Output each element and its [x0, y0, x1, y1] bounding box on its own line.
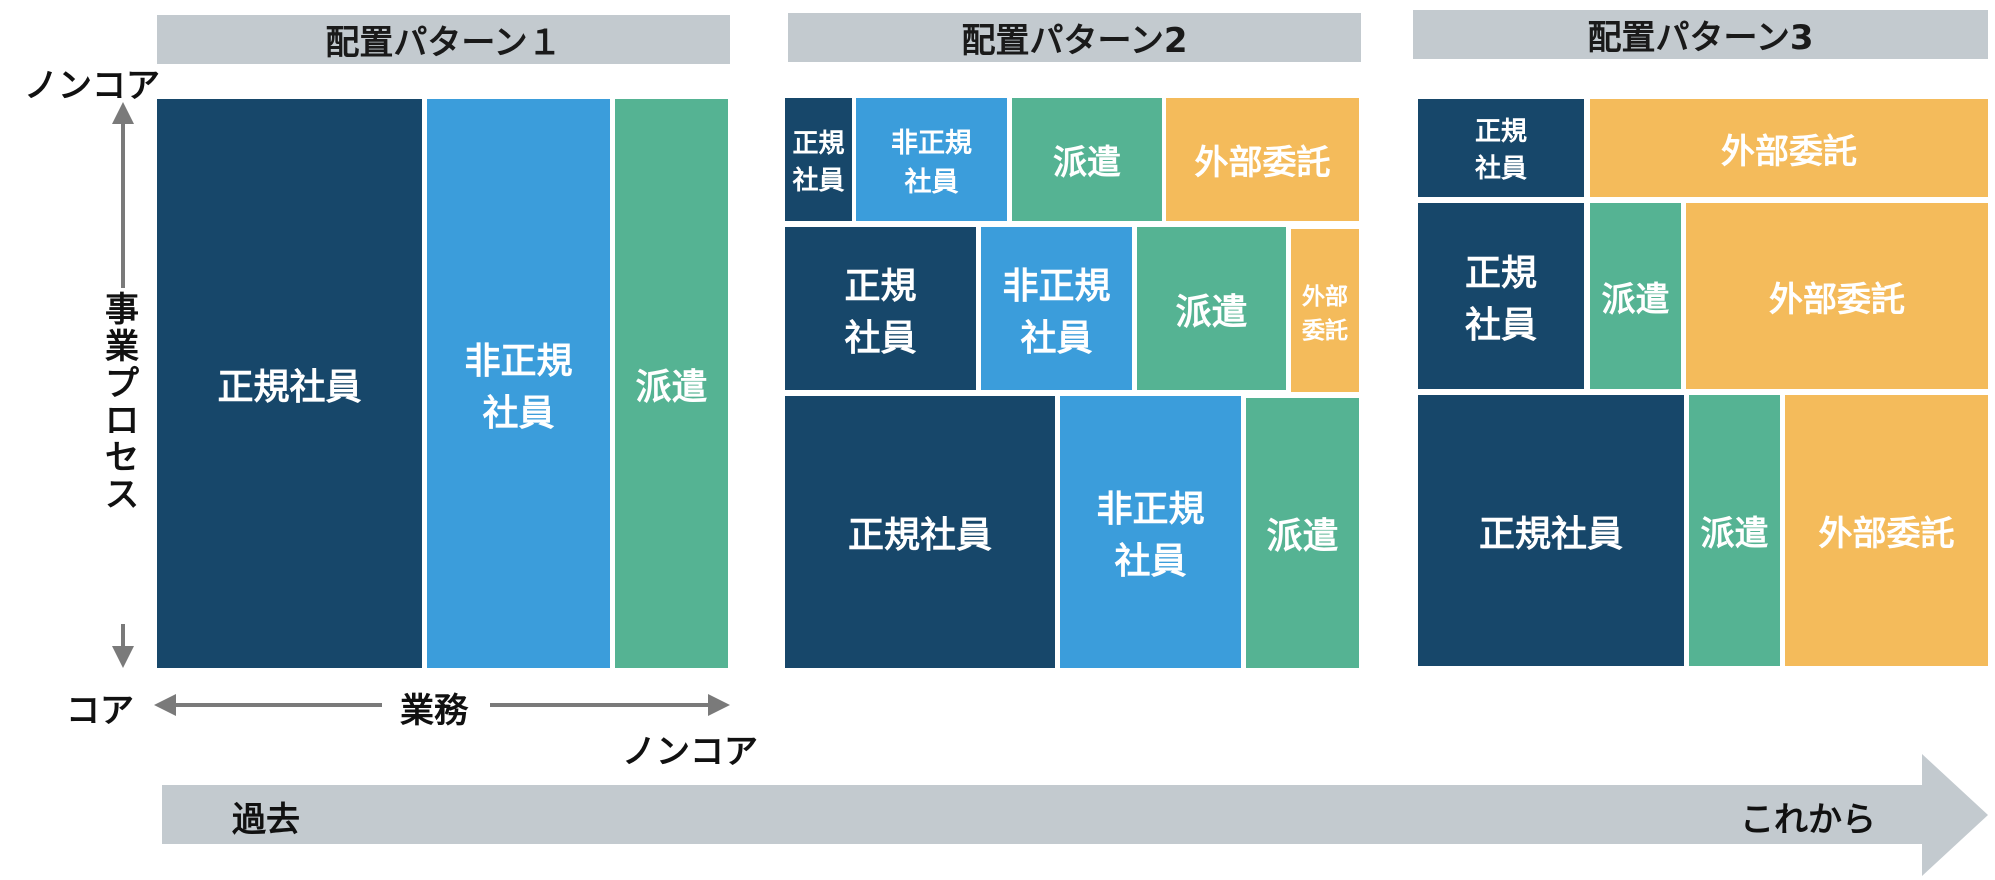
cell-dispatch: 派遣 — [615, 99, 728, 668]
cell-regular-employee: 正規社員 — [157, 99, 422, 668]
timeline-arrow — [162, 754, 1988, 876]
cell-non-regular-employee: 非正規 社員 — [856, 98, 1007, 221]
cell-regular-employee: 正規社員 — [785, 396, 1055, 668]
x-axis-origin-label: コア — [66, 691, 134, 731]
cell-non-regular-employee: 非正規 社員 — [1060, 396, 1241, 668]
cell-regular-employee: 正規 社員 — [1418, 203, 1584, 389]
cell-regular-employee: 正規 社員 — [785, 227, 976, 390]
cell-dispatch: 派遣 — [1137, 227, 1286, 390]
cell-dispatch: 派遣 — [1246, 398, 1359, 668]
y-axis-top-label: ノンコア — [24, 66, 160, 106]
pattern-2-title: 配置パターン2 — [788, 13, 1361, 62]
cell-outsourcing: 外部委託 — [1166, 98, 1359, 221]
cell-dispatch: 派遣 — [1590, 203, 1681, 389]
cell-regular-employee: 正規社員 — [1418, 395, 1684, 666]
y-axis-label: 事業プロセス — [105, 290, 139, 515]
cell-non-regular-employee: 非正規 社員 — [427, 99, 610, 668]
x-axis-label: 業務 — [400, 691, 468, 731]
cell-regular-employee: 正規 社員 — [1418, 99, 1584, 197]
cell-regular-employee: 正規 社員 — [785, 98, 852, 221]
cell-outsourcing: 外部 委託 — [1291, 229, 1359, 392]
cell-dispatch: 派遣 — [1012, 98, 1162, 221]
cell-outsourcing: 外部委託 — [1686, 203, 1988, 389]
pattern-3-title: 配置パターン3 — [1413, 10, 1988, 59]
timeline-start-label: 過去 — [232, 800, 300, 840]
cell-outsourcing: 外部委託 — [1785, 395, 1988, 666]
x-axis-end-label: ノンコア — [622, 732, 758, 772]
cell-non-regular-employee: 非正規 社員 — [981, 227, 1132, 390]
y-axis-arrow — [112, 102, 134, 668]
x-axis-arrow — [154, 694, 730, 716]
cell-dispatch: 派遣 — [1689, 395, 1780, 666]
pattern-1-title: 配置パターン１ — [157, 15, 730, 64]
cell-outsourcing: 外部委託 — [1590, 99, 1988, 197]
timeline-end-label: これから — [1740, 800, 1876, 840]
